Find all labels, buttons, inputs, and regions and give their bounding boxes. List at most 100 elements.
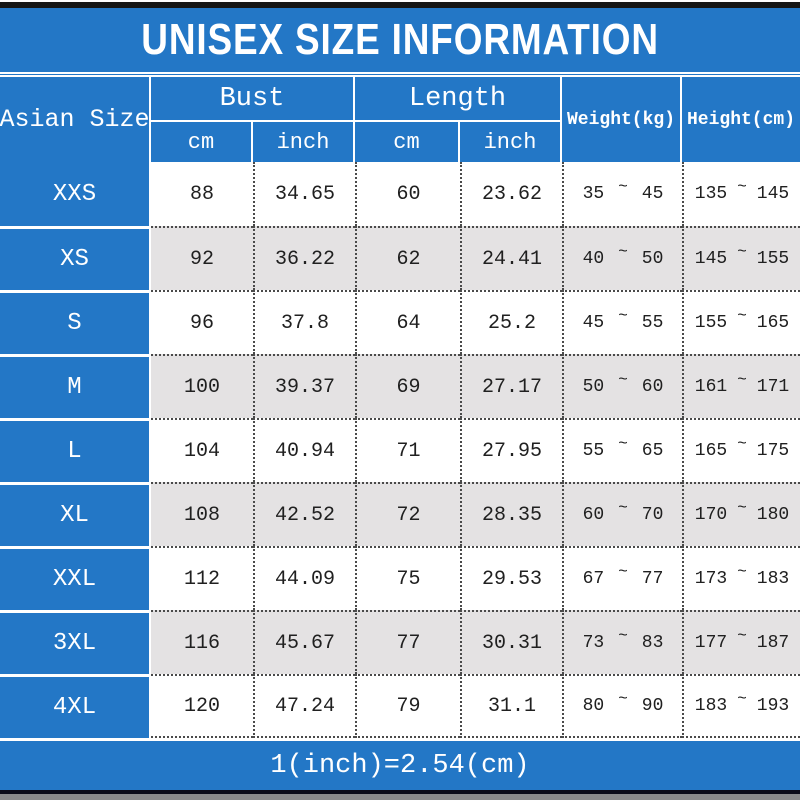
- size-cell: XS: [0, 226, 151, 290]
- bust-cm-cell: 108: [151, 482, 253, 546]
- top-strip: [0, 0, 800, 8]
- conversion-note: 1(inch)=2.54(cm): [270, 750, 530, 781]
- tilde: ~: [618, 435, 628, 453]
- height-range-cell: 183 ~ 193: [682, 674, 800, 738]
- header-cell-height: Height(cm): [686, 109, 796, 130]
- weight-max: 70: [641, 505, 664, 525]
- weight-min: 45: [582, 313, 605, 333]
- bust-inch-cell: 44.09: [253, 546, 355, 610]
- tilde: ~: [737, 563, 747, 581]
- weight-min: 73: [582, 633, 605, 653]
- bust-inch-cell: 40.94: [253, 418, 355, 482]
- weight-min: 55: [582, 441, 605, 461]
- table-row: S 96 37.8 64 25.2 45 ~ 55 155 ~ 165: [0, 290, 800, 354]
- height-min: 155: [694, 313, 728, 333]
- weight-max: 77: [641, 569, 664, 589]
- length-cm-cell: 62: [355, 226, 460, 290]
- tilde: ~: [737, 690, 747, 708]
- tilde: ~: [618, 499, 628, 517]
- size-cell: M: [0, 354, 151, 418]
- height-max: 187: [756, 633, 790, 653]
- height-max: 180: [756, 505, 790, 525]
- height-min: 173: [694, 569, 728, 589]
- weight-max: 45: [641, 184, 664, 204]
- length-cm-cell: 72: [355, 482, 460, 546]
- bust-cm-cell: 120: [151, 674, 253, 738]
- size-table-header: Asian Size Bust Length Weight(kg) Height…: [0, 77, 800, 162]
- length-inch-cell: 24.41: [460, 226, 562, 290]
- table-body: XXS 88 34.65 60 23.62 35 ~ 45 135 ~ 145 …: [0, 162, 800, 738]
- height-max: 155: [756, 249, 790, 269]
- weight-max: 90: [641, 696, 664, 716]
- tilde: ~: [737, 243, 747, 261]
- bust-cm-cell: 112: [151, 546, 253, 610]
- length-inch-cell: 29.53: [460, 546, 562, 610]
- length-inch-cell: 27.95: [460, 418, 562, 482]
- height-max: 171: [756, 377, 790, 397]
- height-max: 145: [756, 184, 790, 204]
- weight-max: 50: [641, 249, 664, 269]
- height-min: 177: [694, 633, 728, 653]
- height-min: 161: [694, 377, 728, 397]
- weight-range-cell: 73 ~ 83: [562, 610, 682, 674]
- weight-max: 83: [641, 633, 664, 653]
- title-band: UNISEX SIZE INFORMATION: [0, 8, 800, 72]
- subheader-length-inch: inch: [460, 122, 562, 162]
- page-title: UNISEX SIZE INFORMATION: [141, 15, 659, 64]
- subheader-bust-inch: inch: [253, 122, 355, 162]
- header-cell-bust: Bust: [151, 77, 355, 122]
- height-min: 135: [694, 184, 728, 204]
- length-cm-cell: 71: [355, 418, 460, 482]
- weight-range-cell: 45 ~ 55: [562, 290, 682, 354]
- height-min: 170: [694, 505, 728, 525]
- size-cell: XXL: [0, 546, 151, 610]
- tilde: ~: [737, 435, 747, 453]
- bust-cm-cell: 104: [151, 418, 253, 482]
- bust-inch-cell: 36.22: [253, 226, 355, 290]
- title-divider: [0, 72, 800, 77]
- header-cell-asian-size: Asian Size: [0, 77, 151, 162]
- table-row: 3XL 116 45.67 77 30.31 73 ~ 83 177 ~ 187: [0, 610, 800, 674]
- tilde: ~: [618, 307, 628, 325]
- footer-divider: [0, 738, 800, 741]
- weight-range-cell: 80 ~ 90: [562, 674, 682, 738]
- bust-cm-cell: 92: [151, 226, 253, 290]
- height-min: 165: [694, 441, 728, 461]
- weight-range-cell: 55 ~ 65: [562, 418, 682, 482]
- length-inch-cell: 30.31: [460, 610, 562, 674]
- bust-inch-cell: 42.52: [253, 482, 355, 546]
- table-row: XS 92 36.22 62 24.41 40 ~ 50 145 ~ 155: [0, 226, 800, 290]
- size-cell: 4XL: [0, 674, 151, 738]
- subheader-bust-cm: cm: [151, 122, 253, 162]
- height-range-cell: 170 ~ 180: [682, 482, 800, 546]
- height-min: 145: [694, 249, 728, 269]
- height-max: 183: [756, 569, 790, 589]
- length-cm-cell: 69: [355, 354, 460, 418]
- tilde: ~: [618, 563, 628, 581]
- height-max: 165: [756, 313, 790, 333]
- tilde: ~: [737, 307, 747, 325]
- weight-min: 35: [582, 184, 605, 204]
- footer-band: 1(inch)=2.54(cm): [0, 741, 800, 790]
- length-cm-cell: 77: [355, 610, 460, 674]
- weight-range-cell: 50 ~ 60: [562, 354, 682, 418]
- tilde: ~: [618, 371, 628, 389]
- bust-inch-cell: 45.67: [253, 610, 355, 674]
- height-range-cell: 173 ~ 183: [682, 546, 800, 610]
- table-row: XL 108 42.52 72 28.35 60 ~ 70 170 ~ 180: [0, 482, 800, 546]
- bust-inch-cell: 34.65: [253, 162, 355, 226]
- bottom-strip: [0, 790, 800, 800]
- weight-range-cell: 67 ~ 77: [562, 546, 682, 610]
- tilde: ~: [737, 178, 747, 196]
- table-row: L 104 40.94 71 27.95 55 ~ 65 165 ~ 175: [0, 418, 800, 482]
- bust-cm-cell: 116: [151, 610, 253, 674]
- height-min: 183: [694, 696, 728, 716]
- header-cell-weight: Weight(kg): [562, 77, 682, 162]
- table-row: XXS 88 34.65 60 23.62 35 ~ 45 135 ~ 145: [0, 162, 800, 226]
- size-cell: S: [0, 290, 151, 354]
- length-cm-cell: 79: [355, 674, 460, 738]
- bust-cm-cell: 88: [151, 162, 253, 226]
- weight-range-cell: 60 ~ 70: [562, 482, 682, 546]
- height-range-cell: 155 ~ 165: [682, 290, 800, 354]
- bust-cm-cell: 100: [151, 354, 253, 418]
